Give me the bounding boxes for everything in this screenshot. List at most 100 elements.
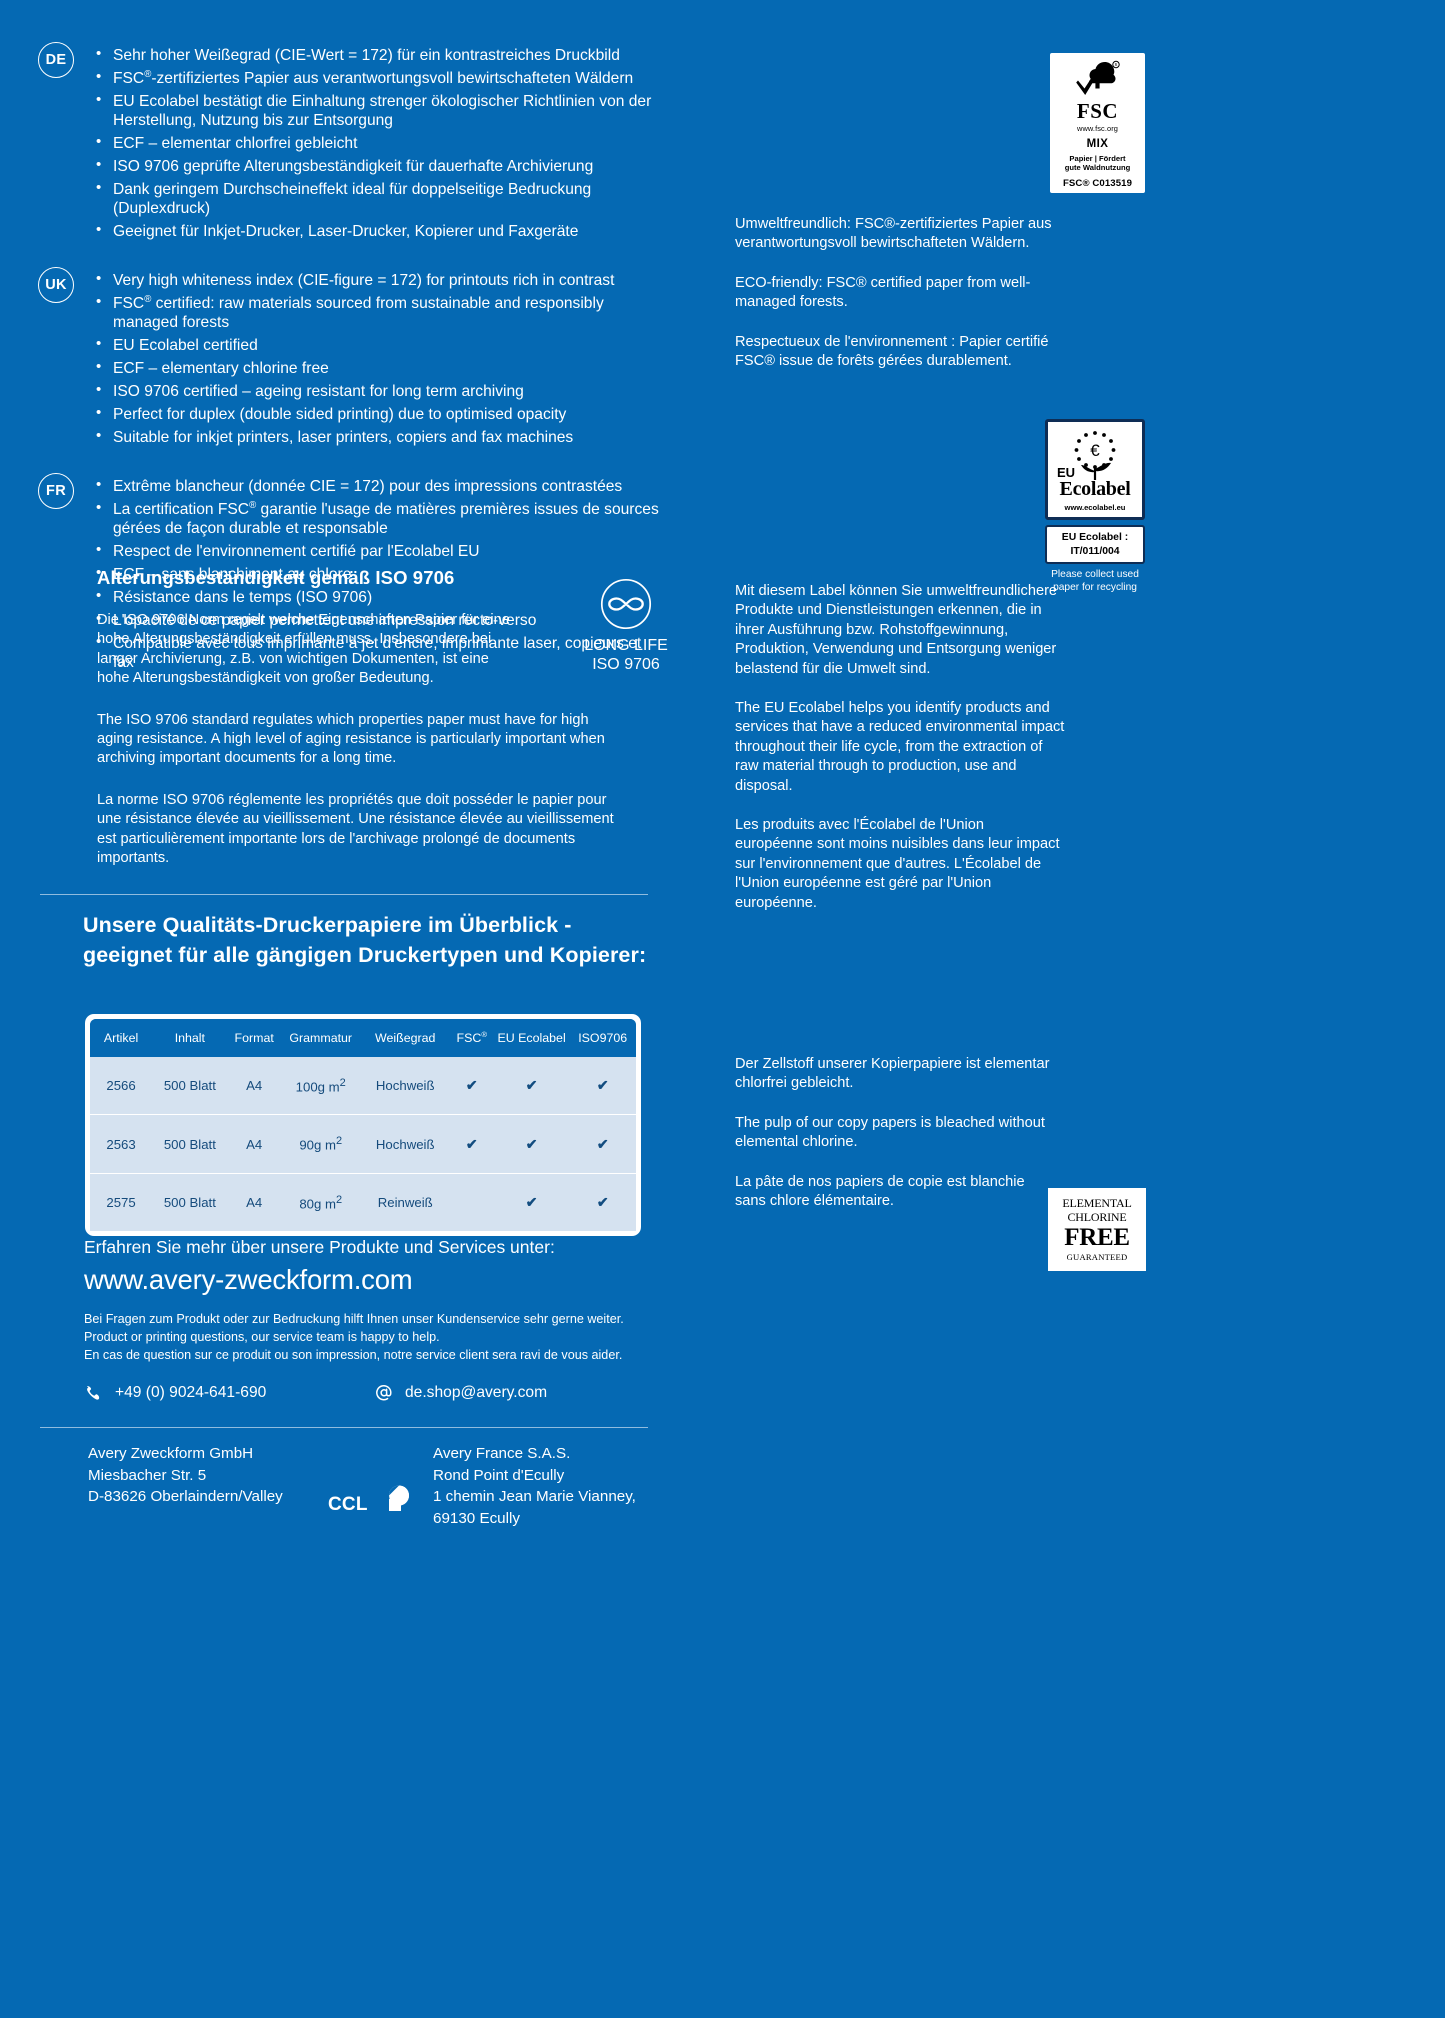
list-item: ECF – elementar chlorfrei gebleicht — [96, 133, 663, 153]
infinity-icon — [570, 578, 682, 630]
overview-heading-line1: Unsere Qualitäts-Druckerpapiere im Überb… — [83, 913, 572, 937]
long-life-label: LONG LIFE — [584, 637, 668, 654]
ecolabel-eu-text: EU — [1057, 465, 1076, 480]
phone-number: +49 (0) 9024-641-690 — [115, 1384, 267, 1401]
cell-format: A4 — [227, 1173, 281, 1232]
check-icon: ✔ — [525, 1077, 538, 1094]
address-line: 69130 Ecully — [433, 1510, 520, 1528]
service-note-de: Bei Fragen zum Produkt oder zur Bedrucku… — [84, 1312, 624, 1326]
language-badge-fr: FR — [38, 472, 74, 509]
iso9706-paragraph-de: Die ISO 9706 Norm regelt welche Eigensch… — [97, 612, 510, 687]
ecf-guaranteed-text: GUARANTEED — [1066, 1251, 1128, 1262]
list-item: ECF – sans blanchiment au chlore — [96, 564, 663, 584]
address-line: Avery France S.A.S. — [433, 1445, 571, 1462]
cell-iso-check: ✔ — [569, 1114, 636, 1174]
ecolabel-flower-icon: € — [1064, 429, 1126, 481]
contact-row: +49 (0) 9024-641-690 de.shop@avery.com — [84, 1383, 704, 1403]
address-line: Miesbacher Str. 5 — [88, 1466, 207, 1484]
bullet-text: La certification FSC — [113, 500, 250, 518]
list-item: FSC® certified: raw materials sourced fr… — [96, 293, 663, 333]
list-item: Geeignet für Inkjet-Drucker, Laser-Druck… — [96, 221, 663, 241]
address-germany: Avery Zweckform GmbH Miesbacher Str. 5 D… — [88, 1443, 388, 1508]
ecolabel-description-en: The EU Ecolabel helps you identify produ… — [735, 700, 1065, 794]
website-url[interactable]: www.avery-zweckform.com — [84, 1264, 413, 1295]
cell-artikel: 2563 — [90, 1114, 153, 1174]
product-table: Artikel Inhalt Format Grammatur Weißegra… — [90, 1019, 636, 1232]
svg-text:€: € — [1090, 441, 1100, 460]
ccl-logo-text: CCL — [328, 1493, 368, 1515]
cell-iso-check: ✔ — [569, 1057, 636, 1116]
learn-more-section: Erfahren Sie mehr über unsere Produkte u… — [84, 1237, 704, 1296]
cell-ecolabel-check: ✔ — [493, 1114, 570, 1174]
list-item: ISO 9706 geprüfte Alterungsbeständigkeit… — [96, 156, 663, 176]
ecolabel-license-number: IT/011/004 — [1070, 545, 1120, 557]
language-badge-uk: UK — [38, 267, 74, 304]
service-note-fr: En cas de question sur ce produit ou son… — [84, 1347, 623, 1362]
ecolabel-name-text: Ecolabel — [1059, 478, 1131, 500]
cell-inhalt: 500 Blatt — [152, 1114, 228, 1174]
bullet-list-fr: Extrême blancheur (donnée CIE = 172) pou… — [74, 476, 663, 676]
fsc-claim-line1: Papier | Fördert — [1069, 154, 1126, 163]
list-item: Sehr hoher Weißegrad (CIE-Wert = 172) fü… — [96, 45, 663, 65]
cell-fsc-check: ✔ — [449, 1057, 494, 1116]
phone-icon — [84, 1384, 104, 1402]
cell-fsc-empty — [449, 1173, 494, 1232]
iso-number-label: ISO 9706 — [592, 656, 660, 674]
list-item: EU Ecolabel bestätigt die Einhaltung str… — [96, 91, 663, 131]
recycling-note-line1: Please collect used — [1051, 569, 1139, 581]
cell-format: A4 — [227, 1057, 281, 1116]
cell-iso-check: ✔ — [569, 1173, 636, 1232]
column-header-grammatur: Grammatur — [280, 1019, 361, 1057]
fsc-url: www.fsc.org — [1077, 124, 1118, 133]
column-header-artikel: Artikel — [90, 1019, 153, 1057]
registered-mark: ® — [144, 293, 152, 305]
ecf-line1: ELEMENTAL — [1062, 1196, 1132, 1210]
eu-ecolabel-logo: € EU Ecolabel www.ecolabel.eu EU Ecolabe… — [1045, 419, 1145, 595]
column-header-iso9706: ISO9706 — [569, 1019, 636, 1057]
service-note-en: Product or printing questions, our servi… — [84, 1329, 440, 1344]
ecf-description-fr: La pâte de nos papiers de copie est blan… — [735, 1173, 1025, 1210]
cell-fsc-check: ✔ — [449, 1114, 494, 1174]
ecf-line2: CHLORINE — [1067, 1210, 1127, 1225]
fsc-license-code: FSC® C013519 — [1062, 177, 1133, 189]
column-header-weissegrad: Weißegrad — [360, 1019, 450, 1057]
list-item: L'opacité de ce papier permettent une im… — [96, 610, 663, 630]
table-row: 2566 500 Blatt A4 100g m2 Hochweiß ✔ ✔ ✔ — [90, 1057, 636, 1116]
list-item: EU Ecolabel certified — [96, 335, 663, 355]
address-france: Avery France S.A.S. Rond Point d'Ecully … — [433, 1443, 693, 1530]
list-item: Respect de l'environnement certifié par … — [96, 541, 663, 561]
ecf-description-de: Der Zellstoff unserer Kopierpapiere ist … — [735, 1056, 1050, 1092]
check-icon: ✔ — [525, 1193, 538, 1210]
fsc-tree-checkmark-icon: R — [1075, 60, 1121, 100]
bullet-text: FSC — [113, 69, 145, 87]
ecf-description-en: The pulp of our copy papers is bleached … — [735, 1114, 1045, 1151]
elemental-chlorine-free-logo: ELEMENTAL CHLORINE FREE GUARANTEED — [1048, 1188, 1146, 1271]
eu-ecolabel-mark: € EU Ecolabel www.ecolabel.eu — [1045, 419, 1145, 520]
column-header-inhalt: Inhalt — [152, 1019, 228, 1057]
list-item: FSC®-zertifiziertes Papier aus verantwor… — [96, 68, 663, 88]
contact-phone[interactable]: +49 (0) 9024-641-690 — [84, 1384, 374, 1402]
learn-more-intro: Erfahren Sie mehr über unsere Produkte u… — [84, 1237, 555, 1257]
recycling-note: Please collect used paper for recycling — [1045, 569, 1145, 595]
ecolabel-description-de: Mit diesem Label können Sie umweltfreund… — [735, 583, 1058, 677]
bullet-text: FSC — [113, 295, 145, 313]
check-icon: ✔ — [465, 1077, 478, 1094]
product-table-card: Artikel Inhalt Format Grammatur Weißegra… — [85, 1014, 641, 1237]
ccl-logo: CCL — [328, 1481, 415, 1528]
table-row: 2575 500 Blatt A4 80g m2 Reinweiß ✔ ✔ — [90, 1173, 636, 1232]
cell-format: A4 — [227, 1114, 281, 1174]
cell-grammatur: 90g m2 — [280, 1114, 361, 1174]
overview-heading-line2: geeignet für alle gängigen Druckertypen … — [83, 942, 647, 967]
list-item: La certification FSC® garantie l'usage d… — [96, 499, 663, 539]
cell-inhalt: 500 Blatt — [152, 1057, 228, 1116]
contact-email[interactable]: de.shop@avery.com — [374, 1383, 547, 1403]
ecf-free-text: FREE — [1064, 1224, 1130, 1252]
address-line: Avery Zweckform GmbH — [88, 1445, 254, 1462]
ecolabel-url: www.ecolabel.eu — [1064, 503, 1126, 512]
list-item: ISO 9706 certified – ageing resistant fo… — [96, 381, 663, 401]
check-icon: ✔ — [465, 1135, 478, 1152]
column-header-eu-ecolabel: EU Ecolabel — [493, 1019, 570, 1057]
iso9706-paragraph-fr: La norme ISO 9706 réglemente les proprié… — [97, 791, 614, 867]
check-icon: ✔ — [525, 1135, 538, 1152]
